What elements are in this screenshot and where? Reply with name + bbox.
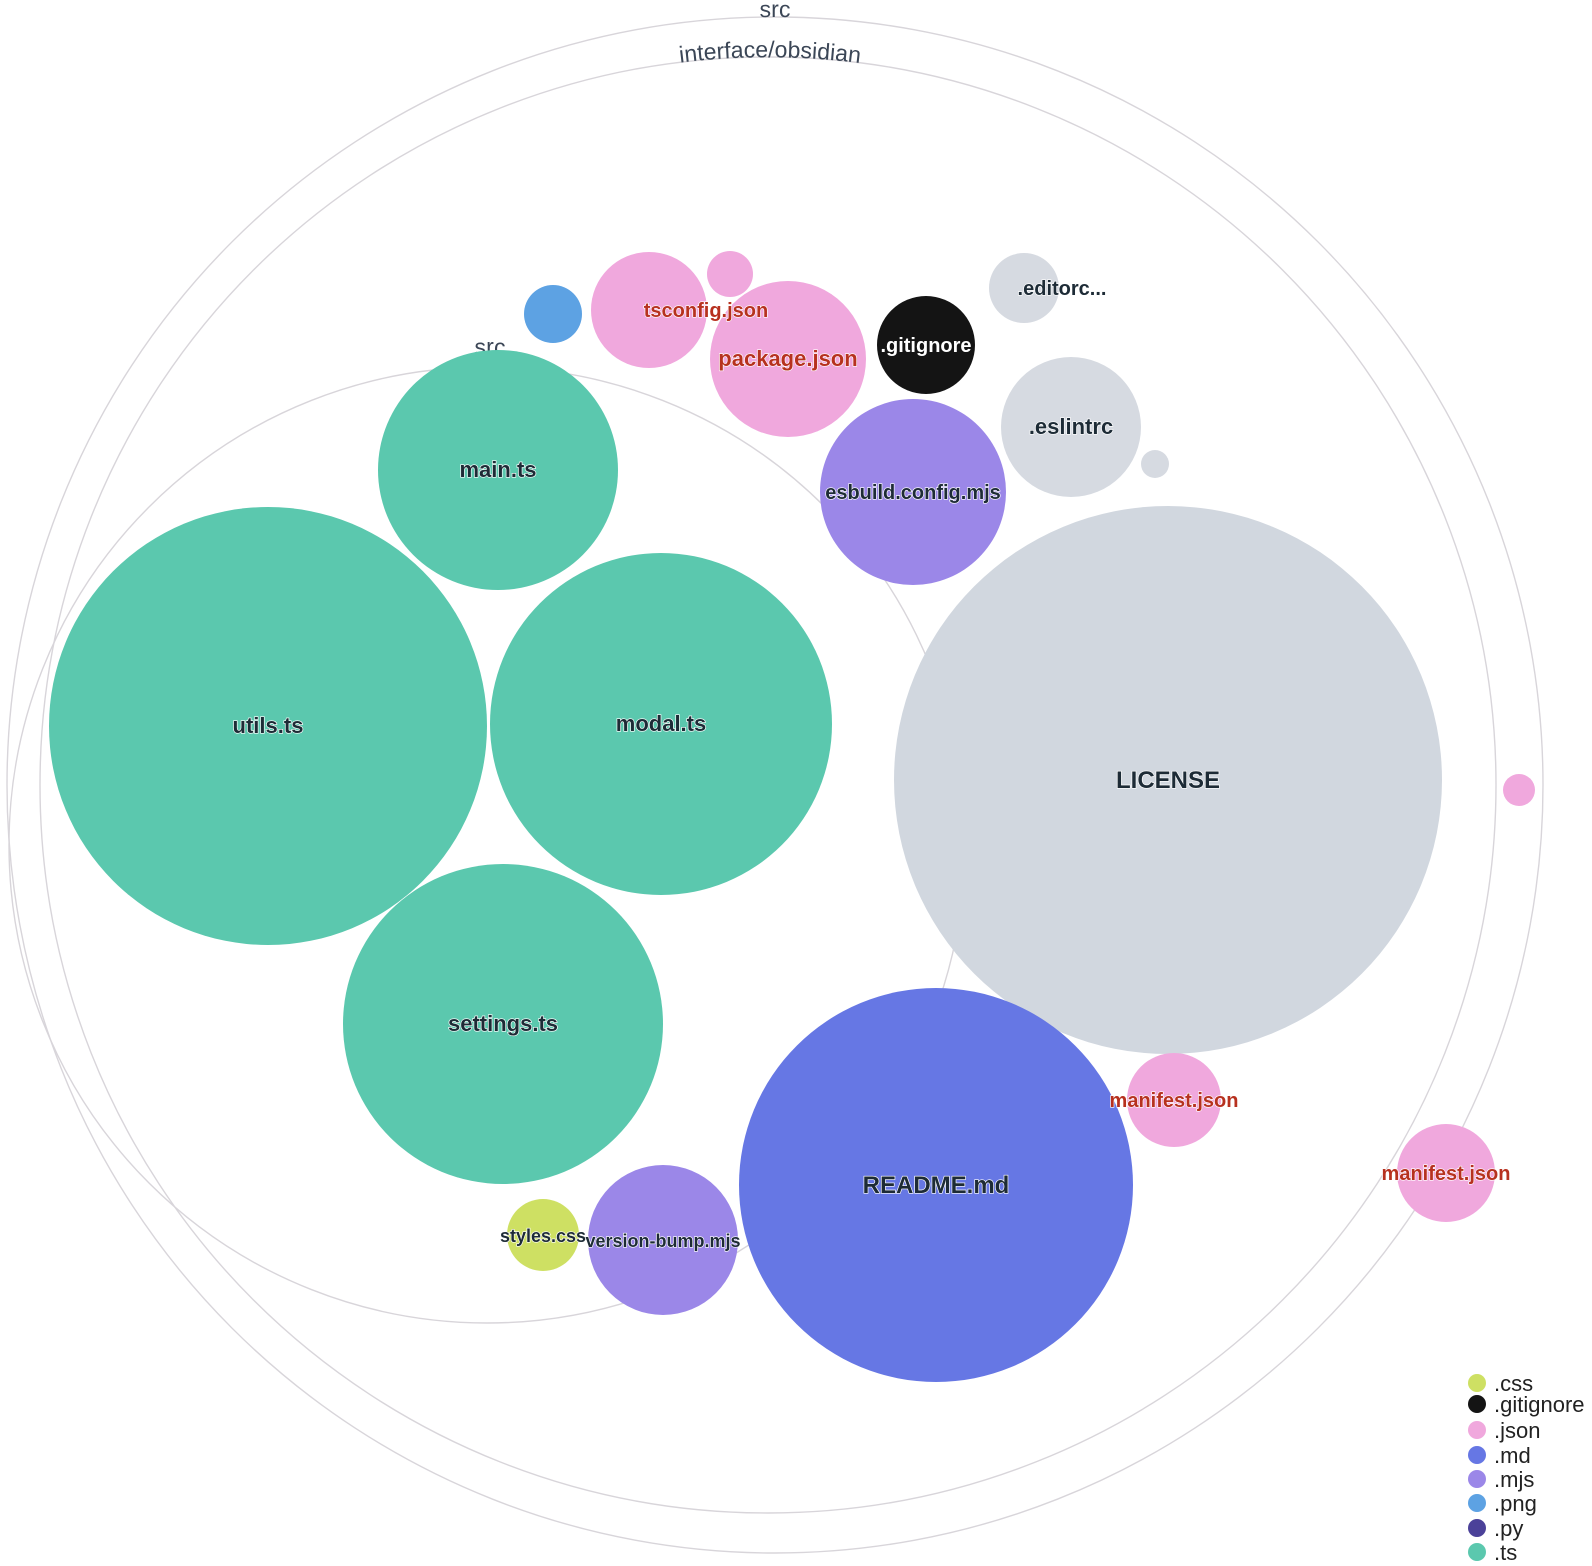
svg-text:manifest.json: manifest.json (1110, 1090, 1239, 1112)
svg-text:.py: .py (1494, 1516, 1523, 1541)
svg-text:styles.css: styles.css (500, 1226, 586, 1246)
svg-text:LICENSE: LICENSE (1116, 767, 1220, 794)
svg-text:README.md: README.md (863, 1172, 1010, 1199)
svg-text:.mjs: .mjs (1494, 1467, 1534, 1492)
svg-text:.editorc...: .editorc... (1018, 278, 1107, 300)
svg-text:.gitignore: .gitignore (880, 335, 971, 357)
svg-text:interface/obsidian: interface/obsidian (678, 36, 863, 68)
svg-text:tsconfig.json: tsconfig.json (644, 300, 768, 322)
svg-text:esbuild.config.mjs: esbuild.config.mjs (825, 482, 1001, 504)
svg-text:package.json: package.json (718, 346, 857, 371)
svg-text:.gitignore: .gitignore (1494, 1392, 1585, 1417)
svg-text:.ts: .ts (1494, 1540, 1517, 1565)
svg-text:utils.ts: utils.ts (233, 713, 304, 738)
svg-text:modal.ts: modal.ts (616, 711, 706, 736)
svg-text:version-bump.mjs: version-bump.mjs (585, 1231, 740, 1251)
svg-text:.png: .png (1494, 1491, 1537, 1516)
svg-text:settings.ts: settings.ts (448, 1011, 558, 1036)
svg-text:main.ts: main.ts (459, 457, 536, 482)
svg-text:.json: .json (1494, 1418, 1540, 1443)
svg-text:manifest.json: manifest.json (1382, 1163, 1511, 1185)
svg-text:src: src (759, 0, 790, 22)
svg-text:.eslintrc: .eslintrc (1029, 414, 1113, 439)
svg-text:.md: .md (1494, 1443, 1531, 1468)
